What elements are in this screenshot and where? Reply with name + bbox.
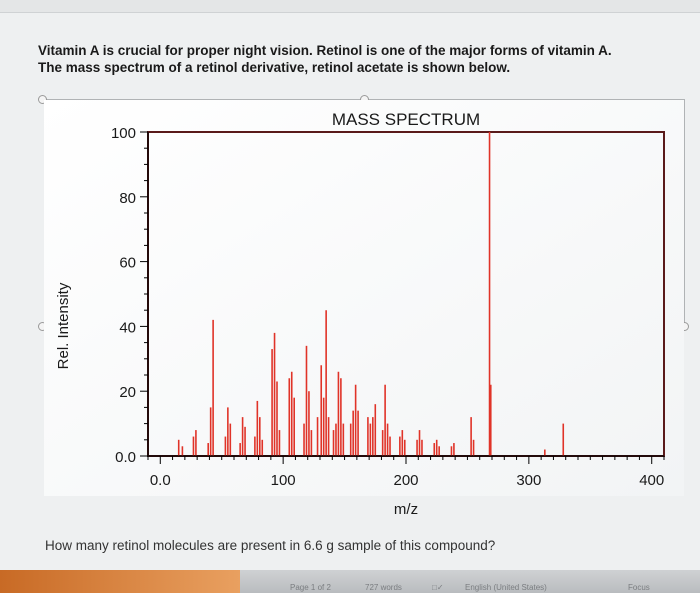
document-top-strip [0, 0, 700, 13]
focus-button[interactable]: Focus [628, 583, 650, 592]
question-intro: Vitamin A is crucial for proper night vi… [38, 42, 678, 76]
chart-background [44, 100, 684, 496]
y-tick-label: 0.0 [115, 449, 136, 466]
y-tick-label: 40 [119, 319, 136, 336]
page-count[interactable]: Page 1 of 2 [290, 583, 331, 592]
x-tick-label: 400 [639, 472, 664, 489]
y-tick-label: 60 [119, 255, 136, 272]
status-bar-accent [0, 570, 240, 593]
y-tick-label: 100 [111, 125, 136, 142]
status-bar: Page 1 of 2 727 words □✓ English (United… [0, 570, 700, 593]
y-axis-label: Rel. Intensity [55, 282, 72, 369]
word-count[interactable]: 727 words [365, 583, 402, 592]
x-tick-label: 100 [271, 472, 296, 489]
image-frame-right [684, 99, 685, 329]
question-prompt: How many retinol molecules are present i… [45, 538, 496, 553]
resize-handle-top-left[interactable] [38, 95, 47, 104]
x-tick-label: 300 [516, 472, 541, 489]
peaks-group [177, 132, 565, 456]
y-tick-label: 20 [119, 384, 136, 401]
mass-spectrum-chart: MASS SPECTRUM 0.0 20 40 60 80 100 0.0 100 200 300… [44, 100, 684, 518]
intro-line-2: The mass spectrum of a retinol derivativ… [38, 60, 511, 75]
language-indicator[interactable]: English (United States) [465, 583, 547, 592]
x-tick-label: 0.0 [150, 472, 171, 489]
x-axis-label: m/z [394, 501, 418, 518]
y-tick-label: 80 [119, 190, 136, 207]
proofing-icon[interactable]: □✓ [432, 583, 444, 592]
axes-group: 0.0 20 40 60 80 100 0.0 100 200 300 400 [111, 125, 665, 489]
x-tick-label: 200 [393, 472, 418, 489]
chart-title: MASS SPECTRUM [332, 110, 480, 129]
intro-line-1: Vitamin A is crucial for proper night vi… [38, 43, 612, 58]
